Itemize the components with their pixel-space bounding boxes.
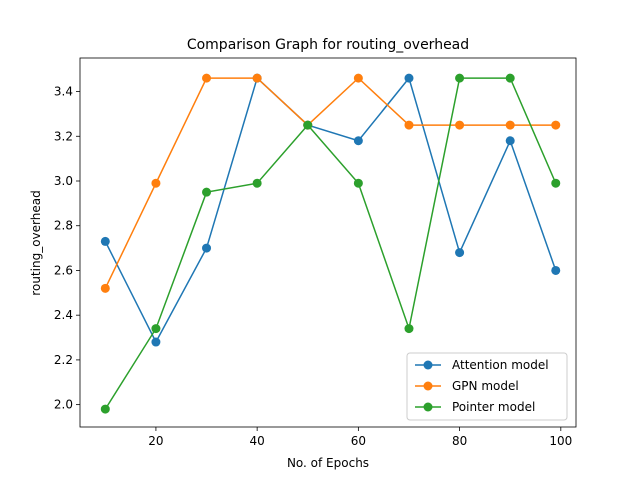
legend-box <box>406 352 568 421</box>
pointer-model-point <box>151 324 161 334</box>
chart-title: Comparison Graph for routing_overhead <box>187 37 469 53</box>
y-tick-label: 3.2 <box>54 129 73 143</box>
y-axis: 2.0 2.2 2.4 2.6 2.8 3.0 3.2 3.4 <box>54 85 80 412</box>
pointer-model-line <box>104 77 557 410</box>
y-axis-label: routing_overhead <box>29 190 43 295</box>
attention-model-point <box>151 337 161 347</box>
x-axis-label: No. of Epochs <box>287 456 369 470</box>
x-axis: 20 40 60 80 100 <box>148 427 572 448</box>
gpn-model-point <box>151 178 161 188</box>
attention-model-point <box>202 243 212 253</box>
legend-swatch-marker <box>423 360 433 370</box>
pointer-model-point <box>455 73 465 83</box>
y-tick-label: 2.6 <box>54 263 73 277</box>
attention-model-point <box>404 73 414 83</box>
legend-swatch-marker <box>423 381 433 391</box>
gpn-model-point <box>505 120 515 130</box>
pointer-model-point <box>551 178 561 188</box>
pointer-model-point <box>252 178 262 188</box>
gpn-model-point <box>404 120 414 130</box>
legend-label: GPN model <box>452 379 519 393</box>
legend-swatch-marker <box>423 402 433 412</box>
gpn-model-point <box>202 73 212 83</box>
x-tick-label: 60 <box>351 434 366 448</box>
pointer-model-point <box>202 187 212 197</box>
x-tick-label: 40 <box>250 434 265 448</box>
x-tick-label: 80 <box>452 434 467 448</box>
pointer-model-point <box>303 120 313 130</box>
attention-model-point <box>353 136 363 146</box>
x-tick-label: 20 <box>148 434 163 448</box>
pointer-model-point <box>404 324 414 334</box>
y-tick-label: 3.4 <box>54 85 73 99</box>
y-tick-label: 3.0 <box>54 174 73 188</box>
y-tick-label: 2.2 <box>54 353 73 367</box>
attention-model-point <box>100 236 110 246</box>
legend: Attention model GPN model Pointer model <box>406 352 568 421</box>
gpn-model-line <box>104 77 556 289</box>
gpn-model-point <box>353 73 363 83</box>
y-tick-label: 2.0 <box>54 398 73 412</box>
legend-label: Pointer model <box>452 400 535 414</box>
gpn-model-point <box>551 120 561 130</box>
gpn-model-point <box>252 73 262 83</box>
gpn-model-point <box>455 120 465 130</box>
pointer-model-point <box>100 404 110 414</box>
pointer-model-point <box>353 178 363 188</box>
x-tick-label: 100 <box>549 434 572 448</box>
y-tick-label: 2.8 <box>54 219 73 233</box>
attention-model-point <box>505 136 515 146</box>
legend-label: Attention model <box>452 358 549 372</box>
attention-model-line <box>104 76 557 344</box>
plot-frame <box>79 57 577 428</box>
gpn-model-point <box>100 283 110 293</box>
attention-model-point <box>551 265 561 275</box>
attention-model-point <box>455 248 465 258</box>
series-layer <box>100 73 561 414</box>
pointer-model-point <box>505 73 515 83</box>
y-tick-label: 2.4 <box>54 308 73 322</box>
